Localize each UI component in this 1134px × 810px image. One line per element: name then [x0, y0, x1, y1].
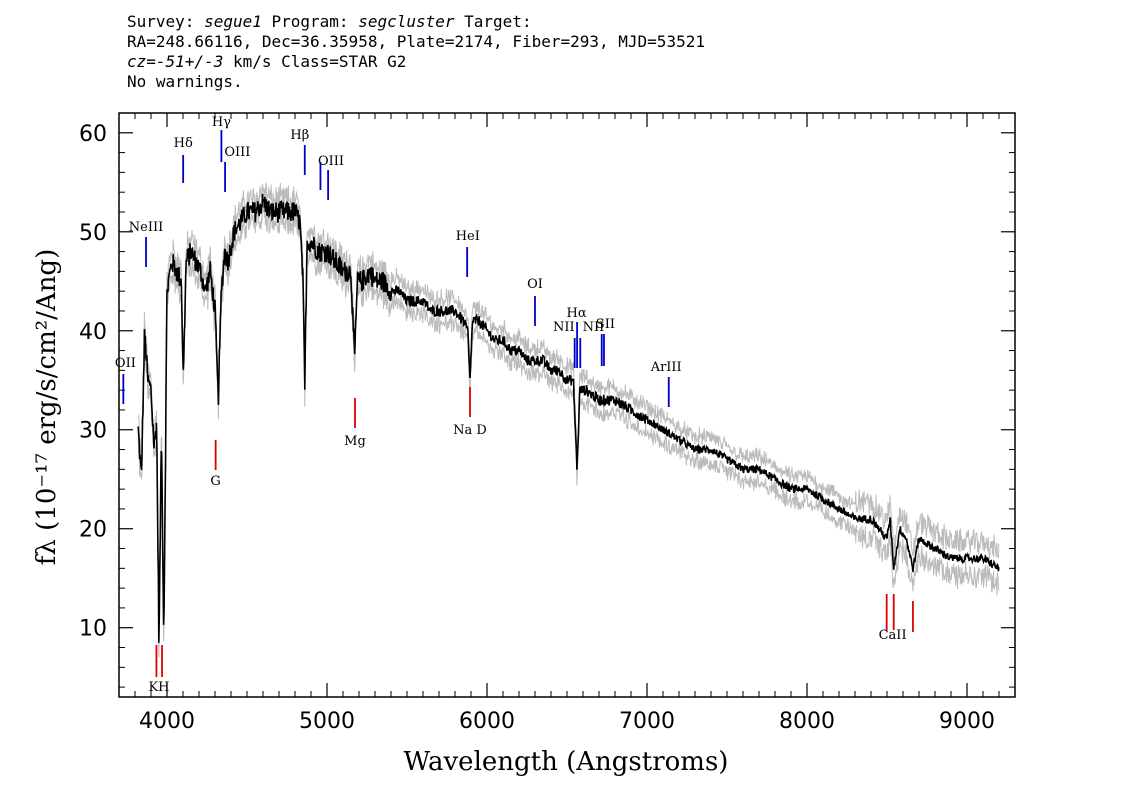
axes-layer: 4000 5000 6000 7000 8000 9000 10 20 30 40 50 60: [79, 112, 1016, 734]
error-upper-line: [137, 182, 1000, 629]
survey-label: Survey:: [127, 12, 205, 31]
survey-value: segue1: [204, 12, 262, 31]
spectral-lines-layer: NeIIIOIIHδHγOIIIHβOIIIHeIOINIIHαNIISIIAr…: [115, 115, 914, 695]
line-label-nad: Na D: [453, 423, 487, 438]
line-label-nii_sii: NII: [583, 320, 605, 335]
y-tick-label: 50: [79, 221, 107, 246]
x-axis-label: Wavelength (Angstroms): [404, 747, 729, 777]
y-tick-label: 10: [79, 617, 107, 642]
line-label-oiii_a: OIII: [224, 145, 250, 160]
line-label-g: G: [210, 474, 220, 489]
line-label-oi: OI: [527, 277, 543, 292]
redshift-value: cz=-51+/-3: [127, 52, 224, 71]
line-label-sii: SII: [596, 317, 615, 332]
line-label-hgamma: Hγ: [212, 115, 231, 130]
flux-line: [137, 193, 1000, 643]
plot-frame: [118, 112, 1016, 698]
y-tick-label: 40: [79, 320, 107, 345]
header-line-4: No warnings.: [127, 72, 243, 91]
class-text: km/s Class=STAR G2: [223, 52, 407, 71]
line-label-ariii: ArIII: [650, 360, 682, 375]
header-line-2: RA=248.66116, Dec=36.35958, Plate=2174, …: [127, 32, 705, 51]
header-line-3: cz=-51+/-3 km/s Class=STAR G2: [127, 52, 705, 72]
y-tick-label: 60: [79, 122, 107, 147]
error-band-layer: [137, 182, 1000, 658]
spectrum-header: Survey: segue1 Program: segcluster Targe…: [127, 12, 705, 92]
y-tick-label: 20: [79, 518, 107, 543]
line-label-hei: HeI: [456, 229, 480, 244]
error-lower-line: [137, 203, 1000, 658]
line-label-oiii_b: OIII: [318, 154, 344, 169]
line-label-hbeta: Hβ: [290, 128, 309, 143]
target-label: Target:: [454, 12, 532, 31]
header-line-1: Survey: segue1 Program: segcluster Targe…: [127, 12, 705, 32]
x-tick-label: 6000: [459, 709, 515, 734]
line-label-neiii: NeIII: [129, 220, 163, 235]
line-label-mg: Mg: [344, 434, 366, 449]
program-value: segcluster: [358, 12, 455, 31]
x-tick-label: 7000: [619, 709, 675, 734]
line-label-oii: OII: [115, 356, 136, 371]
line-label-halpha: Hα: [567, 306, 587, 321]
x-tick-label: 8000: [779, 709, 835, 734]
line-label-hdelta: Hδ: [174, 136, 193, 151]
line-label-caii: CaII: [879, 628, 907, 643]
line-label-kh: KH: [148, 680, 169, 695]
x-tick-label: 5000: [299, 709, 355, 734]
y-axis-label: fλ (10⁻¹⁷ erg/s/cm²/Ang): [32, 249, 62, 565]
program-label: Program:: [261, 12, 359, 31]
y-tick-label: 30: [79, 419, 107, 444]
x-tick-label: 9000: [939, 709, 995, 734]
spectrum-layer: [137, 193, 1000, 643]
line-label-nii: NII: [553, 320, 575, 335]
x-tick-label: 4000: [139, 709, 195, 734]
